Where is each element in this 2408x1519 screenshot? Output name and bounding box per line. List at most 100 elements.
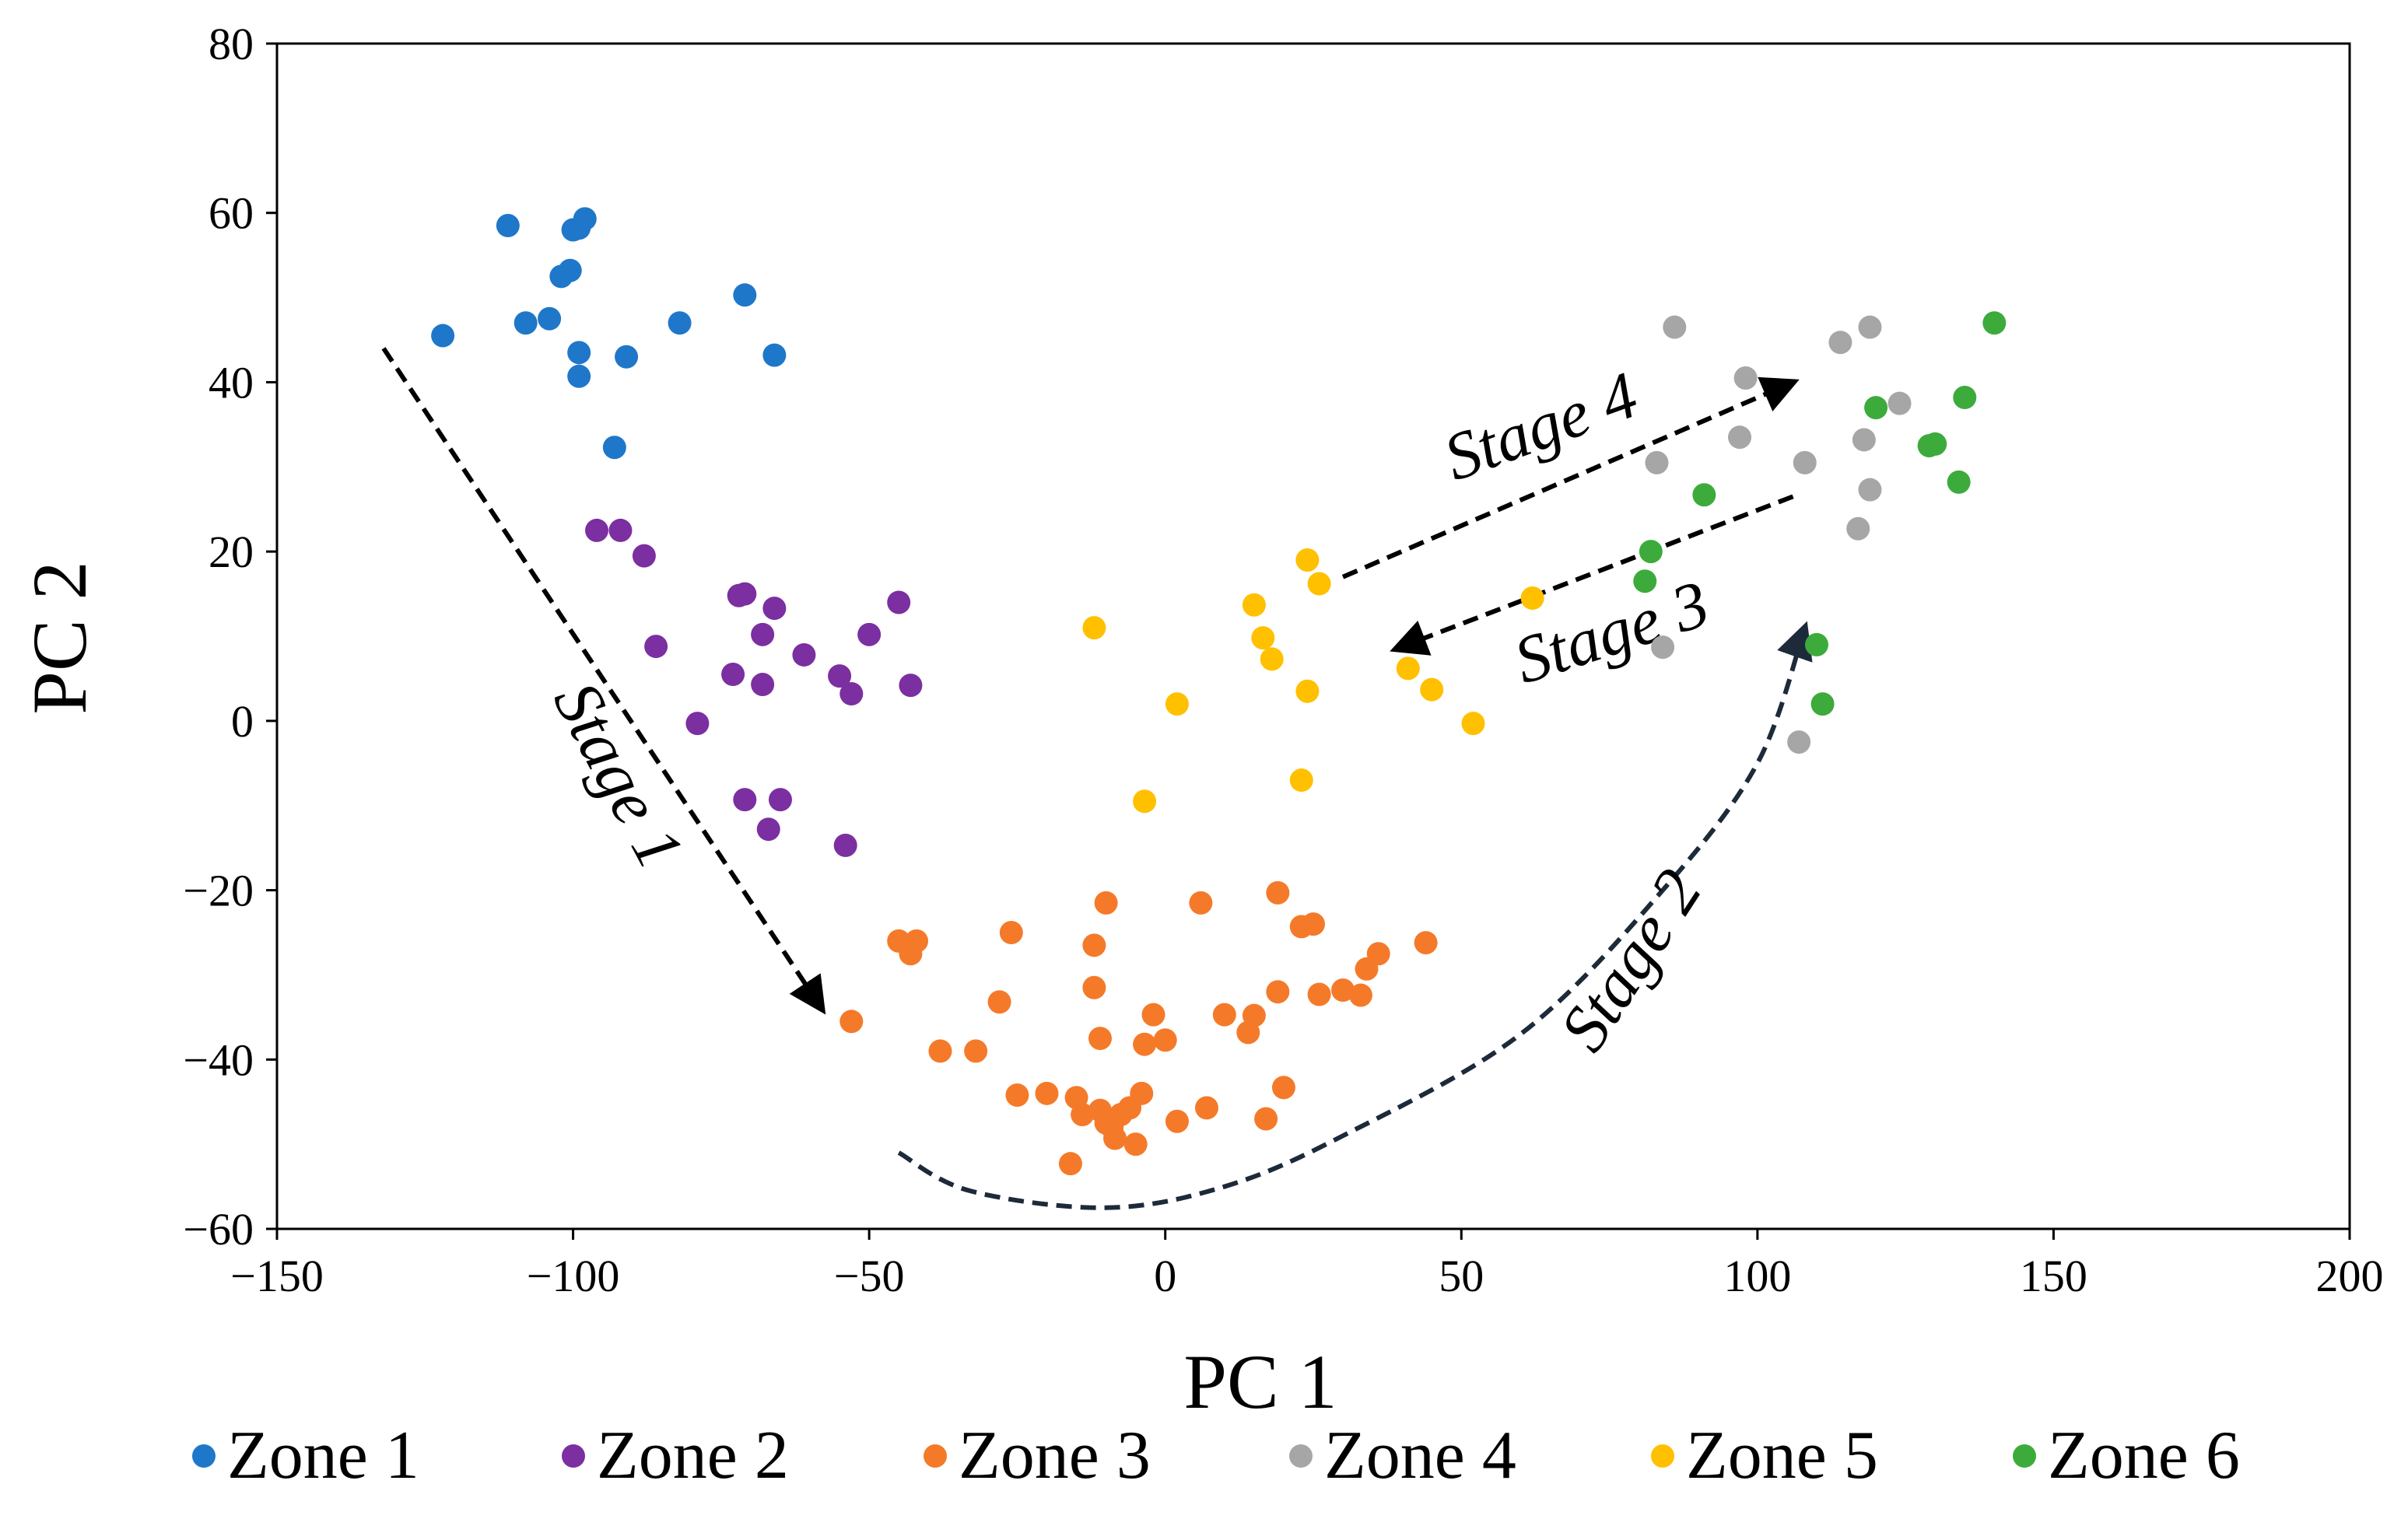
data-point bbox=[1793, 450, 1817, 474]
legend: Zone 1 Zone 2 Zone 3 Zone 4 Zone 5 Zone 6 bbox=[192, 1418, 2240, 1493]
data-point bbox=[1307, 572, 1331, 596]
data-point bbox=[1153, 1028, 1177, 1052]
y-tick-label: 60 bbox=[209, 188, 254, 239]
legend-marker bbox=[1651, 1444, 1674, 1468]
legend-marker bbox=[924, 1444, 947, 1468]
legend-label: Zone 4 bbox=[1324, 1418, 1516, 1493]
legend-item: Zone 5 bbox=[1651, 1418, 1878, 1493]
data-point bbox=[1189, 891, 1213, 915]
series-zone-4 bbox=[1645, 315, 1912, 754]
legend-label: Zone 5 bbox=[1686, 1418, 1878, 1493]
data-point bbox=[928, 1039, 952, 1063]
x-tick-label: 150 bbox=[2020, 1251, 2087, 1301]
data-point bbox=[762, 597, 787, 621]
data-point bbox=[1302, 912, 1325, 936]
data-point bbox=[733, 582, 757, 606]
y-tick-label: −60 bbox=[183, 1204, 254, 1255]
data-point bbox=[1133, 789, 1157, 814]
data-point bbox=[1651, 635, 1675, 660]
x-tick-label: 200 bbox=[2316, 1251, 2384, 1301]
data-point bbox=[1947, 470, 1971, 494]
data-point bbox=[1366, 942, 1390, 966]
x-axis-ticks: −150 −100 −50 0 50 100 150 200 bbox=[230, 1229, 2384, 1301]
legend-item: Zone 3 bbox=[924, 1418, 1151, 1493]
data-point bbox=[1331, 978, 1355, 1003]
y-tick-label: 40 bbox=[209, 357, 254, 408]
x-tick-label: −150 bbox=[230, 1251, 324, 1301]
data-point bbox=[1141, 1003, 1165, 1027]
data-point bbox=[567, 341, 591, 365]
data-point bbox=[1071, 1103, 1095, 1127]
y-tick-label: 20 bbox=[209, 527, 254, 577]
data-point bbox=[1461, 712, 1485, 736]
data-point bbox=[1852, 428, 1876, 452]
data-point bbox=[1295, 679, 1320, 703]
data-point bbox=[751, 673, 775, 697]
legend-marker bbox=[2013, 1444, 2036, 1468]
stage-arrow bbox=[381, 347, 826, 1015]
data-point bbox=[756, 817, 780, 842]
data-point bbox=[1082, 616, 1106, 640]
data-point bbox=[1953, 386, 1977, 410]
data-point bbox=[1082, 975, 1106, 999]
data-point bbox=[1982, 311, 2007, 335]
data-point bbox=[1271, 1076, 1295, 1100]
legend-marker bbox=[192, 1444, 216, 1468]
legend-item: Zone 6 bbox=[2013, 1418, 2240, 1493]
x-tick-label: −100 bbox=[527, 1251, 620, 1301]
data-point bbox=[1254, 1107, 1278, 1131]
data-point bbox=[431, 324, 455, 348]
y-axis-title: PC 2 bbox=[16, 561, 103, 714]
data-point bbox=[585, 518, 609, 542]
data-point bbox=[644, 635, 668, 659]
data-point bbox=[1058, 1152, 1082, 1176]
series-zone-6 bbox=[1633, 311, 2007, 716]
data-point bbox=[828, 664, 852, 688]
data-point bbox=[733, 788, 757, 812]
stage-annotations: Stage 1 Stage 2 Stage 3 Stage 4 bbox=[381, 347, 1813, 1210]
data-point bbox=[1858, 478, 1882, 502]
x-tick-label: −50 bbox=[834, 1251, 905, 1301]
data-point bbox=[1804, 632, 1828, 656]
legend-item: Zone 1 bbox=[192, 1418, 419, 1493]
data-point bbox=[558, 258, 582, 282]
data-point bbox=[567, 364, 591, 388]
data-point bbox=[513, 311, 538, 335]
legend-label: Zone 1 bbox=[227, 1418, 419, 1493]
data-point bbox=[1520, 586, 1544, 611]
data-point bbox=[1251, 626, 1275, 650]
data-point bbox=[792, 642, 816, 667]
series-zone-2 bbox=[585, 518, 923, 857]
data-point bbox=[1396, 656, 1420, 681]
legend-marker bbox=[562, 1444, 585, 1468]
stage-arrow bbox=[897, 621, 1813, 1210]
data-point bbox=[1633, 569, 1657, 593]
data-point bbox=[496, 214, 520, 238]
data-point bbox=[1005, 1083, 1029, 1108]
data-point bbox=[1414, 931, 1438, 955]
data-point bbox=[1103, 1126, 1127, 1150]
stage-label: Stage 3 bbox=[1505, 565, 1718, 698]
data-point bbox=[1663, 315, 1687, 339]
x-axis-title: PC 1 bbox=[1183, 1339, 1337, 1425]
y-tick-label: 80 bbox=[209, 19, 254, 69]
plot-frame bbox=[275, 42, 2351, 1230]
data-point bbox=[1289, 768, 1313, 793]
data-point bbox=[1846, 516, 1870, 541]
data-point bbox=[1639, 540, 1663, 564]
data-point bbox=[1133, 1032, 1157, 1056]
data-point bbox=[538, 306, 562, 331]
data-point bbox=[999, 921, 1023, 944]
data-point bbox=[1165, 692, 1189, 716]
data-point bbox=[1242, 1003, 1266, 1027]
data-point bbox=[839, 1010, 864, 1034]
data-point bbox=[1088, 1027, 1112, 1051]
data-point bbox=[1692, 483, 1716, 507]
data-points bbox=[431, 207, 2007, 1176]
legend-item: Zone 4 bbox=[1289, 1418, 1516, 1493]
data-point bbox=[987, 990, 1011, 1014]
data-point bbox=[1923, 432, 1947, 456]
data-point bbox=[1828, 331, 1852, 355]
data-point bbox=[1858, 315, 1882, 339]
